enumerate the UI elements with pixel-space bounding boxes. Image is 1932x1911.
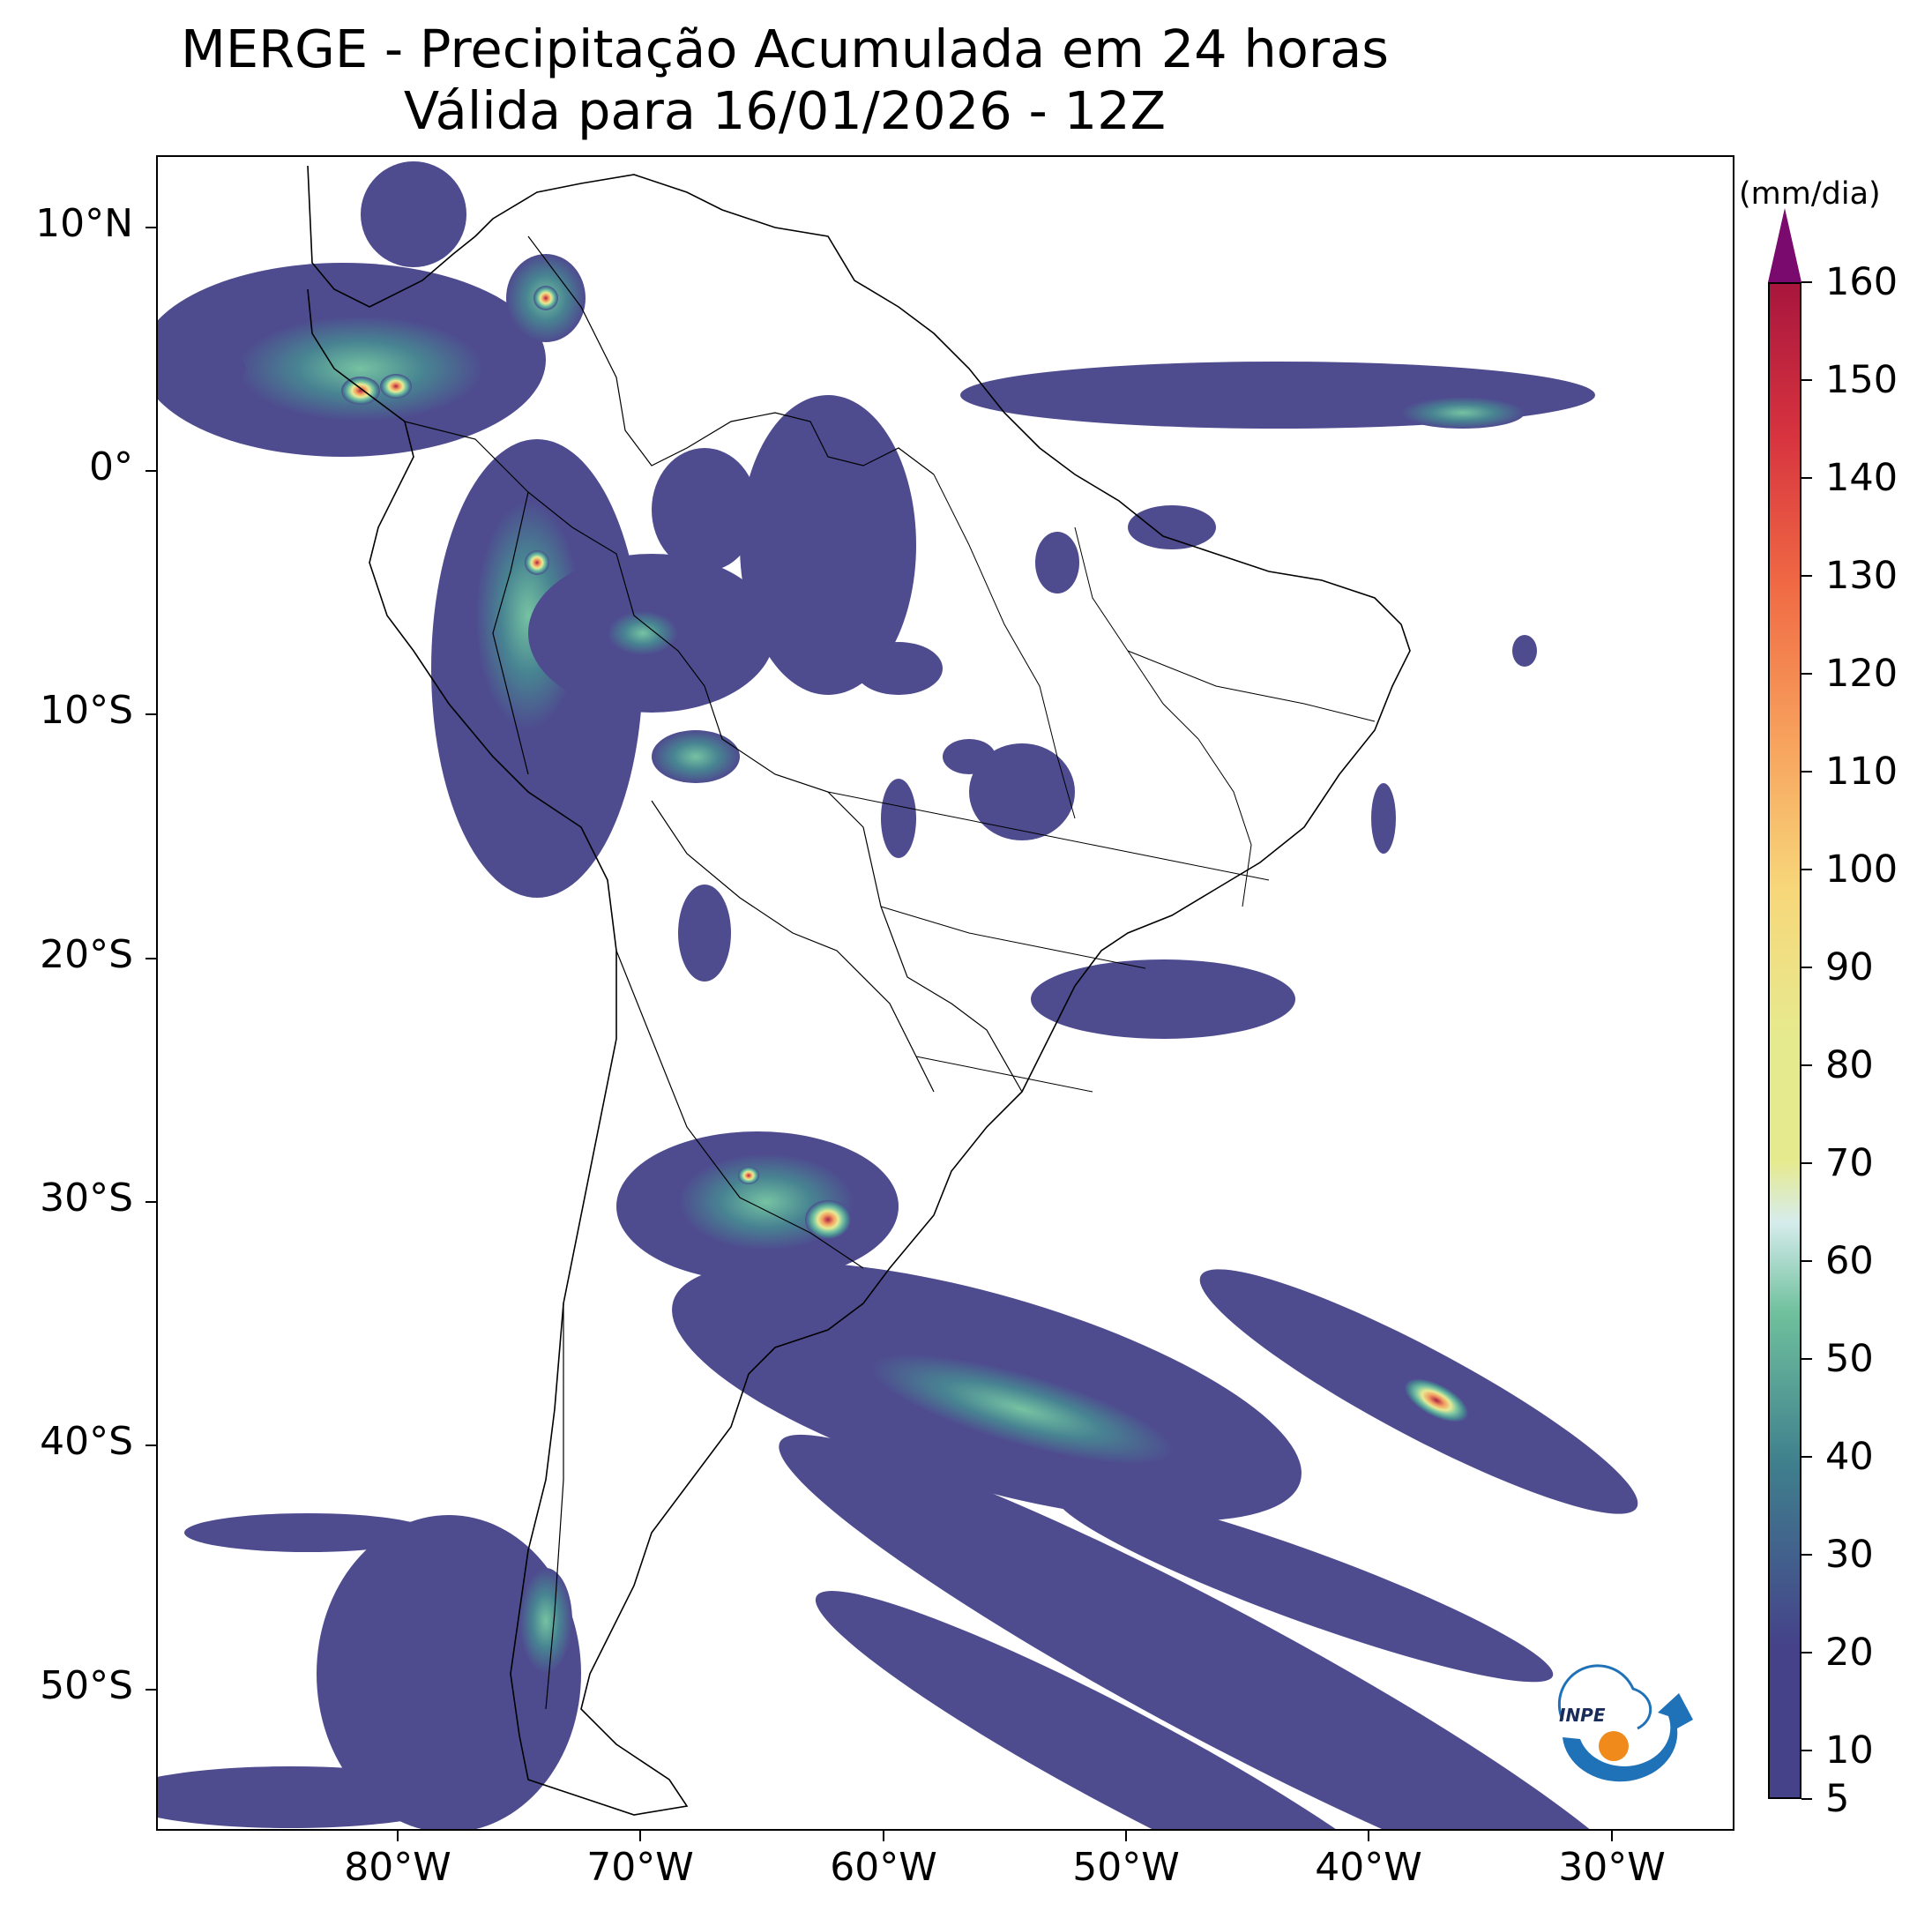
- colorbar-tick: [1801, 1064, 1812, 1066]
- lat-tick: [145, 1689, 156, 1691]
- lat-tick: [145, 1444, 156, 1446]
- colorbar-tick-label: 90: [1825, 944, 1874, 989]
- colorbar-tick-label: 130: [1825, 553, 1898, 598]
- colorbar-tick-label: 50: [1825, 1336, 1874, 1381]
- rain-area-southern-ocean: [779, 1434, 1653, 1829]
- lat-tick: [145, 713, 156, 715]
- lon-label-70w: 70°W: [586, 1845, 694, 1890]
- colorbar-tick: [1801, 1161, 1812, 1164]
- colorbar-tick-label: 20: [1825, 1630, 1874, 1675]
- colorbar-tick: [1801, 1357, 1812, 1360]
- logo-text: INPE: [1559, 1705, 1606, 1726]
- lat-label-10s: 10°S: [40, 688, 133, 733]
- colorbar-tick: [1801, 378, 1812, 381]
- colorbar-tick-label: 110: [1825, 749, 1898, 794]
- lon-tick: [1125, 1831, 1127, 1841]
- inpe-logo-icon: [1557, 1664, 1693, 1782]
- precipitation-map: [156, 155, 1734, 1831]
- state-border-6: [1197, 738, 1252, 907]
- state-border-2: [1074, 526, 1199, 740]
- colorbar-tick: [1801, 770, 1812, 773]
- lon-tick: [397, 1831, 399, 1841]
- colorbar-tick: [1801, 966, 1812, 968]
- state-border-1: [933, 474, 1076, 819]
- colorbar-unit: (mm/dia): [1739, 176, 1881, 212]
- colorbar-extend-arrow: [1768, 208, 1801, 282]
- lat-label-20s: 20°S: [40, 932, 133, 977]
- colorbar-tick-label: 140: [1825, 455, 1898, 500]
- state-border-4: [880, 906, 1146, 969]
- lat-tick: [145, 470, 156, 472]
- lat-label-0: 0°: [89, 444, 133, 489]
- lat-label-10n: 10°N: [35, 201, 133, 246]
- rain-area-patagonia: [317, 1515, 581, 1829]
- colorbar-tick: [1801, 574, 1812, 577]
- colorbar-tick: [1801, 1455, 1812, 1458]
- lon-label-80w: 80°W: [344, 1845, 451, 1890]
- lon-tick: [1611, 1831, 1613, 1841]
- map-canvas: [158, 161, 1653, 1829]
- colorbar-tick-label: 80: [1825, 1042, 1874, 1087]
- colorbar-tick-label: 120: [1825, 651, 1898, 696]
- map-subtitle: Válida para 16/01/2026 - 12Z: [403, 80, 1167, 141]
- lon-tick: [639, 1831, 641, 1841]
- colorbar-tick-label: 30: [1825, 1532, 1874, 1577]
- colorbar-tick: [1801, 1259, 1812, 1262]
- colorbar-tick-label: 60: [1825, 1238, 1874, 1283]
- state-borders: [827, 474, 1376, 1093]
- lon-label-40w: 40°W: [1315, 1845, 1422, 1890]
- border-bolivia-paraguay: [651, 800, 935, 1093]
- lat-tick: [145, 227, 156, 228]
- colorbar-tick: [1801, 672, 1812, 675]
- colorbar-tick: [1801, 1749, 1812, 1751]
- colorbar-tick: [1801, 868, 1812, 870]
- border-chile-argentina: [545, 1303, 564, 1710]
- colorbar-tick: [1801, 1798, 1812, 1800]
- south-america-outline: [307, 165, 1411, 1816]
- state-border-3: [827, 791, 1270, 881]
- map-title: MERGE - Precipitação Acumulada em 24 hor…: [180, 19, 1390, 79]
- colorbar: [1768, 282, 1801, 1799]
- lon-label-60w: 60°W: [830, 1845, 937, 1890]
- state-border-5: [915, 1056, 1093, 1093]
- colorbar-tick-label: 40: [1825, 1434, 1874, 1479]
- colorbar-tick: [1801, 476, 1812, 479]
- colorbar-tick: [1801, 1651, 1812, 1653]
- lon-label-50w: 50°W: [1072, 1845, 1180, 1890]
- precipitation-field: [158, 161, 1653, 1829]
- colorbar-tick-label: 150: [1825, 357, 1898, 402]
- lon-label-30w: 30°W: [1558, 1845, 1666, 1890]
- colorbar-tick-label: 70: [1825, 1140, 1874, 1185]
- border-argentina-north: [615, 950, 864, 1269]
- colorbar-tick: [1801, 281, 1812, 283]
- colorbar-tick-label: 160: [1825, 260, 1898, 304]
- rain-area-southeast: [1031, 959, 1295, 1039]
- lon-tick: [1368, 1831, 1369, 1841]
- border-west-brazil: [404, 421, 1023, 1093]
- border-north: [527, 235, 935, 475]
- colorbar-tick: [1801, 1553, 1812, 1556]
- lon-tick: [883, 1831, 884, 1841]
- lat-tick: [145, 958, 156, 959]
- lat-label-40s: 40°S: [40, 1419, 133, 1464]
- border-peru: [492, 491, 529, 775]
- colorbar-tick-label: 5: [1825, 1777, 1850, 1821]
- state-border-7: [1127, 650, 1376, 722]
- lat-label-30s: 30°S: [40, 1176, 133, 1221]
- colorbar-tick-label: 100: [1825, 847, 1898, 892]
- colorbar-tick-label: 10: [1825, 1728, 1874, 1773]
- lat-label-50s: 50°S: [40, 1663, 133, 1708]
- coastlines: [307, 165, 1411, 1816]
- lat-tick: [145, 1201, 156, 1203]
- country-borders: [404, 235, 1023, 1710]
